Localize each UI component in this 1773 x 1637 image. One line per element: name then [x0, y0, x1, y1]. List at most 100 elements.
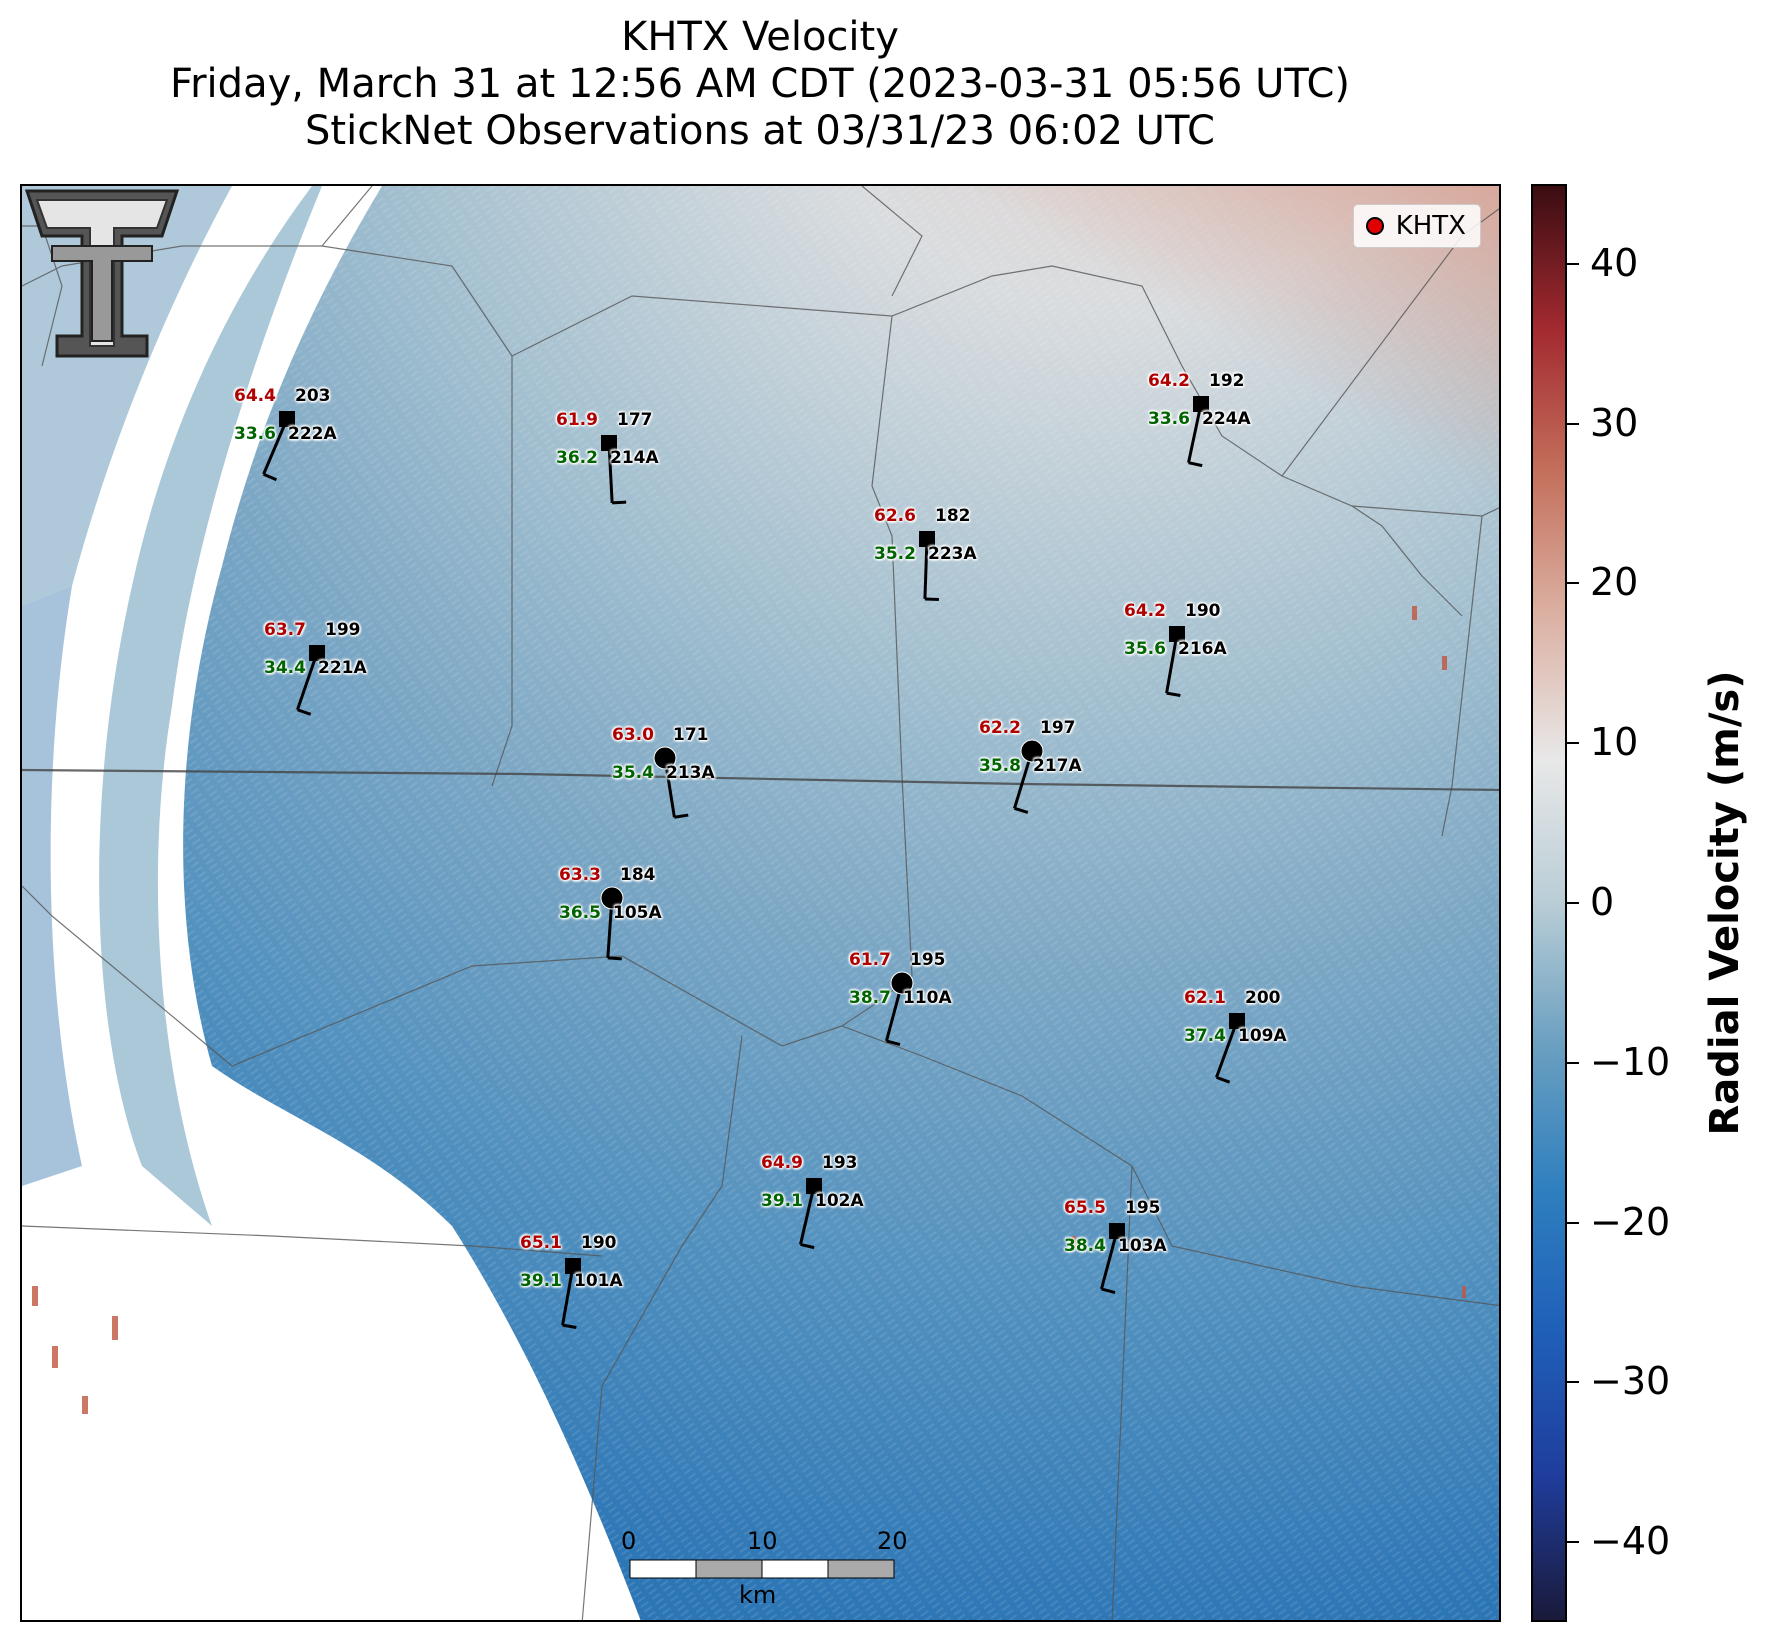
- colorbar-tick-label: −20: [1590, 1199, 1671, 1244]
- station-wind-direction: 171: [673, 725, 709, 745]
- station-id: 109A: [1238, 1026, 1287, 1046]
- station-marker[interactable]: [919, 531, 935, 547]
- wind-barb-staff: [799, 1185, 816, 1245]
- station-temperature: 64.2: [1124, 601, 1166, 621]
- colorbar-tick-label: 10: [1590, 720, 1639, 765]
- station-wind-direction: 177: [617, 410, 653, 430]
- station-dewpoint: 39.1: [520, 1271, 562, 1291]
- colorbar-tick-mark: [1567, 262, 1579, 265]
- station-wind-direction: 195: [910, 950, 946, 970]
- station-dewpoint: 38.4: [1064, 1236, 1106, 1256]
- station-temperature: 63.7: [264, 620, 306, 640]
- colorbar-tick-mark: [1567, 422, 1579, 425]
- scale-tick-20: 20: [877, 1527, 908, 1555]
- station-temperature: 65.5: [1064, 1198, 1106, 1218]
- station-dewpoint: 37.4: [1184, 1026, 1226, 1046]
- colorbar-tick-mark: [1567, 1061, 1579, 1064]
- station-wind-direction: 182: [935, 506, 971, 526]
- wind-barb-staff: [262, 418, 289, 475]
- scale-tick-0: 0: [621, 1527, 637, 1555]
- station-217A[interactable]: [1013, 739, 1044, 814]
- station-dewpoint: 33.6: [1148, 409, 1190, 429]
- station-id: 216A: [1178, 639, 1227, 659]
- station-dewpoint: 36.5: [559, 903, 601, 923]
- colorbar-tick-label: 20: [1590, 560, 1639, 605]
- station-221A[interactable]: [296, 645, 325, 716]
- station-101A[interactable]: [561, 1258, 581, 1329]
- colorbar-tick-label: −40: [1590, 1519, 1671, 1564]
- colorbar-tick-mark: [1567, 742, 1579, 745]
- wind-barb-staff: [1165, 633, 1179, 694]
- wind-barb-staff: [923, 538, 929, 600]
- wind-barb-tick: [674, 813, 689, 819]
- colorbar-tick-label: 40: [1590, 240, 1639, 285]
- station-marker[interactable]: [600, 886, 624, 910]
- legend-label: KHTX: [1395, 211, 1466, 241]
- colorbar: [1531, 184, 1567, 1622]
- station-marker[interactable]: [653, 746, 677, 770]
- station-110A[interactable]: [885, 971, 914, 1047]
- station-224A[interactable]: [1187, 396, 1209, 468]
- station-marker[interactable]: [1109, 1223, 1125, 1239]
- wind-barb-tick: [296, 708, 312, 716]
- station-216A[interactable]: [1165, 626, 1185, 697]
- station-marker[interactable]: [806, 1178, 822, 1194]
- wind-barb-tick: [1215, 1075, 1231, 1084]
- station-wind-direction: 197: [1040, 718, 1076, 738]
- wind-barb-tick: [562, 1323, 577, 1329]
- station-dewpoint: 35.2: [874, 544, 916, 564]
- station-223A[interactable]: [919, 531, 939, 601]
- station-temperature: 62.2: [979, 718, 1021, 738]
- station-marker[interactable]: [890, 971, 914, 995]
- station-214A[interactable]: [601, 435, 627, 505]
- station-marker[interactable]: [1169, 626, 1185, 642]
- wind-barb-staff: [296, 652, 319, 711]
- station-id: 103A: [1118, 1236, 1167, 1256]
- station-temperature: 65.1: [520, 1233, 562, 1253]
- station-temperature: 62.6: [874, 506, 916, 526]
- station-marker[interactable]: [601, 435, 617, 451]
- colorbar-tick-label: −30: [1590, 1359, 1671, 1404]
- station-102A[interactable]: [799, 1178, 822, 1250]
- station-marker[interactable]: [1020, 739, 1044, 763]
- colorbar-tick-mark: [1567, 902, 1579, 904]
- wind-barb-tick: [1014, 806, 1029, 814]
- station-marker[interactable]: [279, 411, 295, 427]
- station-dewpoint: 33.6: [234, 424, 276, 444]
- wind-barb-staff: [1100, 1230, 1119, 1290]
- station-id: 223A: [928, 544, 977, 564]
- radar-map[interactable]: KHTX 64.4 203 33.6 222A 61.9 177 36.2 214A 62.6 1…: [20, 184, 1501, 1622]
- wind-barb-tick: [800, 1243, 815, 1250]
- station-wind-direction: 203: [295, 386, 331, 406]
- station-213A[interactable]: [653, 746, 689, 819]
- station-temperature: 64.2: [1148, 371, 1190, 391]
- wind-barb-staff: [607, 442, 614, 503]
- station-id: 217A: [1033, 756, 1082, 776]
- station-id: 110A: [903, 988, 952, 1008]
- wind-barb-staff: [1187, 403, 1203, 464]
- station-marker[interactable]: [1229, 1013, 1245, 1029]
- station-wind-direction: 193: [822, 1153, 858, 1173]
- colorbar-tick-mark: [1567, 582, 1579, 585]
- wind-barb-tick: [607, 956, 622, 961]
- station-wind-direction: 192: [1209, 371, 1245, 391]
- station-222A[interactable]: [262, 411, 295, 482]
- station-dewpoint: 34.4: [264, 658, 306, 678]
- station-temperature: 61.7: [849, 950, 891, 970]
- station-109A[interactable]: [1215, 1013, 1245, 1084]
- wind-barb-tick: [886, 1039, 901, 1047]
- radar-site-marker-icon: [1365, 217, 1384, 235]
- station-marker[interactable]: [309, 645, 325, 661]
- station-103A[interactable]: [1100, 1223, 1125, 1295]
- station-dewpoint: 35.4: [612, 763, 654, 783]
- station-marker[interactable]: [565, 1258, 581, 1274]
- scale-bar-segments: [629, 1559, 895, 1579]
- station-105A[interactable]: [600, 886, 624, 961]
- scale-tick-10: 10: [747, 1527, 778, 1555]
- title-line-3: StickNet Observations at 03/31/23 06:02 …: [305, 108, 1215, 154]
- station-temperature: 63.3: [559, 865, 601, 885]
- station-marker[interactable]: [1193, 396, 1209, 412]
- wind-barb-tick: [1166, 691, 1181, 697]
- station-dewpoint: 36.2: [556, 448, 598, 468]
- station-wind-direction: 190: [581, 1233, 617, 1253]
